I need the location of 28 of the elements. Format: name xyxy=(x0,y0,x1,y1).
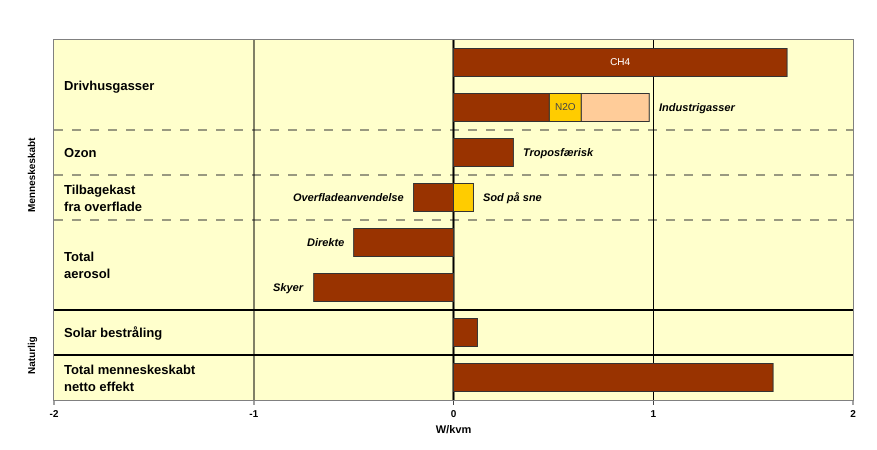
y-tick-label: Total menneskeskabt netto effekt xyxy=(64,362,196,394)
x-axis-title: W/kvm xyxy=(436,424,472,436)
annotation: Troposfærisk xyxy=(523,147,594,159)
y-tick-label: Total aerosol xyxy=(64,249,110,281)
bar xyxy=(313,273,454,302)
annotation: Overfladeanvendelse xyxy=(293,192,404,204)
bar xyxy=(453,363,774,392)
data-label: N2O xyxy=(554,102,576,113)
annotation: Sod på sne xyxy=(483,191,542,204)
x-tick-label: 0 xyxy=(450,409,457,420)
data-label: CH4 xyxy=(610,57,631,68)
y-tick-label: Drivhusgasser xyxy=(64,78,154,93)
x-tick-label: -1 xyxy=(249,409,259,420)
x-tick-label: 1 xyxy=(650,409,656,420)
bar xyxy=(453,48,788,77)
y-tick-label: Solar bestråling xyxy=(64,325,162,340)
bar xyxy=(353,228,454,257)
annotation: Direkte xyxy=(307,237,344,249)
x-tick-label: -2 xyxy=(50,409,59,420)
annotation: Skyer xyxy=(273,282,304,294)
y-tick-label: Ozon xyxy=(64,145,97,160)
x-tick-label: 2 xyxy=(850,409,856,420)
text: Naturlig xyxy=(27,336,38,374)
bar xyxy=(453,138,514,167)
text: Menneskeskabt xyxy=(27,136,38,212)
y-tick-label: Tilbagekast fra overflade xyxy=(64,182,142,214)
annotation: Industrigasser xyxy=(659,102,736,114)
bar xyxy=(453,318,478,347)
